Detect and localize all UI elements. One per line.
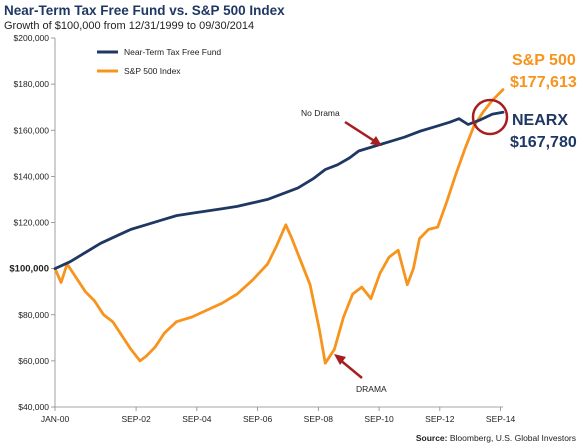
x-tick-label: SEP-04	[182, 414, 212, 424]
y-tick-label: $40,000	[18, 402, 49, 412]
nearx-callout-label: NEARX	[512, 112, 568, 129]
annotation-no-drama: No Drama	[301, 108, 340, 118]
source-note: Source: Bloomberg, U.S. Global Investors	[416, 433, 576, 443]
nearx-callout-value: $167,780	[510, 134, 577, 151]
no-drama-arrow-icon	[344, 120, 382, 146]
legend-label-near-term: Near-Term Tax Free Fund	[124, 47, 221, 57]
series-line-near-term-tax-free-fund	[53, 110, 505, 271]
annotations: No Drama DRAMA S&P 500 $177,613 NEARX $1…	[301, 52, 577, 394]
x-tick-label: SEP-02	[121, 414, 151, 424]
y-tick-label: $60,000	[18, 356, 49, 366]
drama-arrow-icon	[334, 354, 363, 379]
chart-subtitle: Growth of $100,000 from 12/31/1999 to 09…	[4, 20, 254, 32]
series-line-sp500-index	[53, 88, 505, 365]
y-tick-label: $140,000	[14, 171, 50, 181]
x-ticks: JAN-00 SEP-02 SEP-04 SEP-06 SEP-08 SEP-10 SEP-…	[41, 407, 516, 424]
x-tick-label: JAN-00	[41, 414, 70, 424]
y-tick-label: $200,000	[14, 33, 50, 43]
y-tick-label: $120,000	[14, 218, 50, 228]
x-tick-label: SEP-14	[486, 414, 516, 424]
legend-label-sp500: S&P 500 Index	[124, 66, 181, 76]
annotation-drama: DRAMA	[356, 384, 387, 394]
x-tick-label: SEP-06	[243, 414, 273, 424]
highlight-circle-icon	[471, 98, 509, 136]
sp500-callout-label: S&P 500	[512, 52, 576, 69]
axes	[54, 38, 503, 408]
sp500-callout-value: $177,613	[510, 74, 577, 91]
x-tick-label: SEP-10	[364, 414, 394, 424]
y-tick-label: $160,000	[14, 125, 50, 135]
y-tick-label: $180,000	[14, 79, 50, 89]
x-tick-label: SEP-08	[304, 414, 334, 424]
y-ticks: $40,000 $60,000 $80,000 $100,000 $120,000 $14…	[9, 33, 55, 412]
source-label: Source:	[416, 433, 448, 443]
x-tick-label: SEP-12	[425, 414, 455, 424]
series-group	[53, 88, 505, 365]
chart-title: Near-Term Tax Free Fund vs. S&P 500 Inde…	[4, 3, 285, 18]
source-text: Bloomberg, U.S. Global Investors	[450, 433, 576, 443]
legend: Near-Term Tax Free Fund S&P 500 Index	[97, 47, 221, 76]
y-tick-label: $100,000	[9, 264, 49, 275]
y-tick-label: $80,000	[18, 310, 49, 320]
